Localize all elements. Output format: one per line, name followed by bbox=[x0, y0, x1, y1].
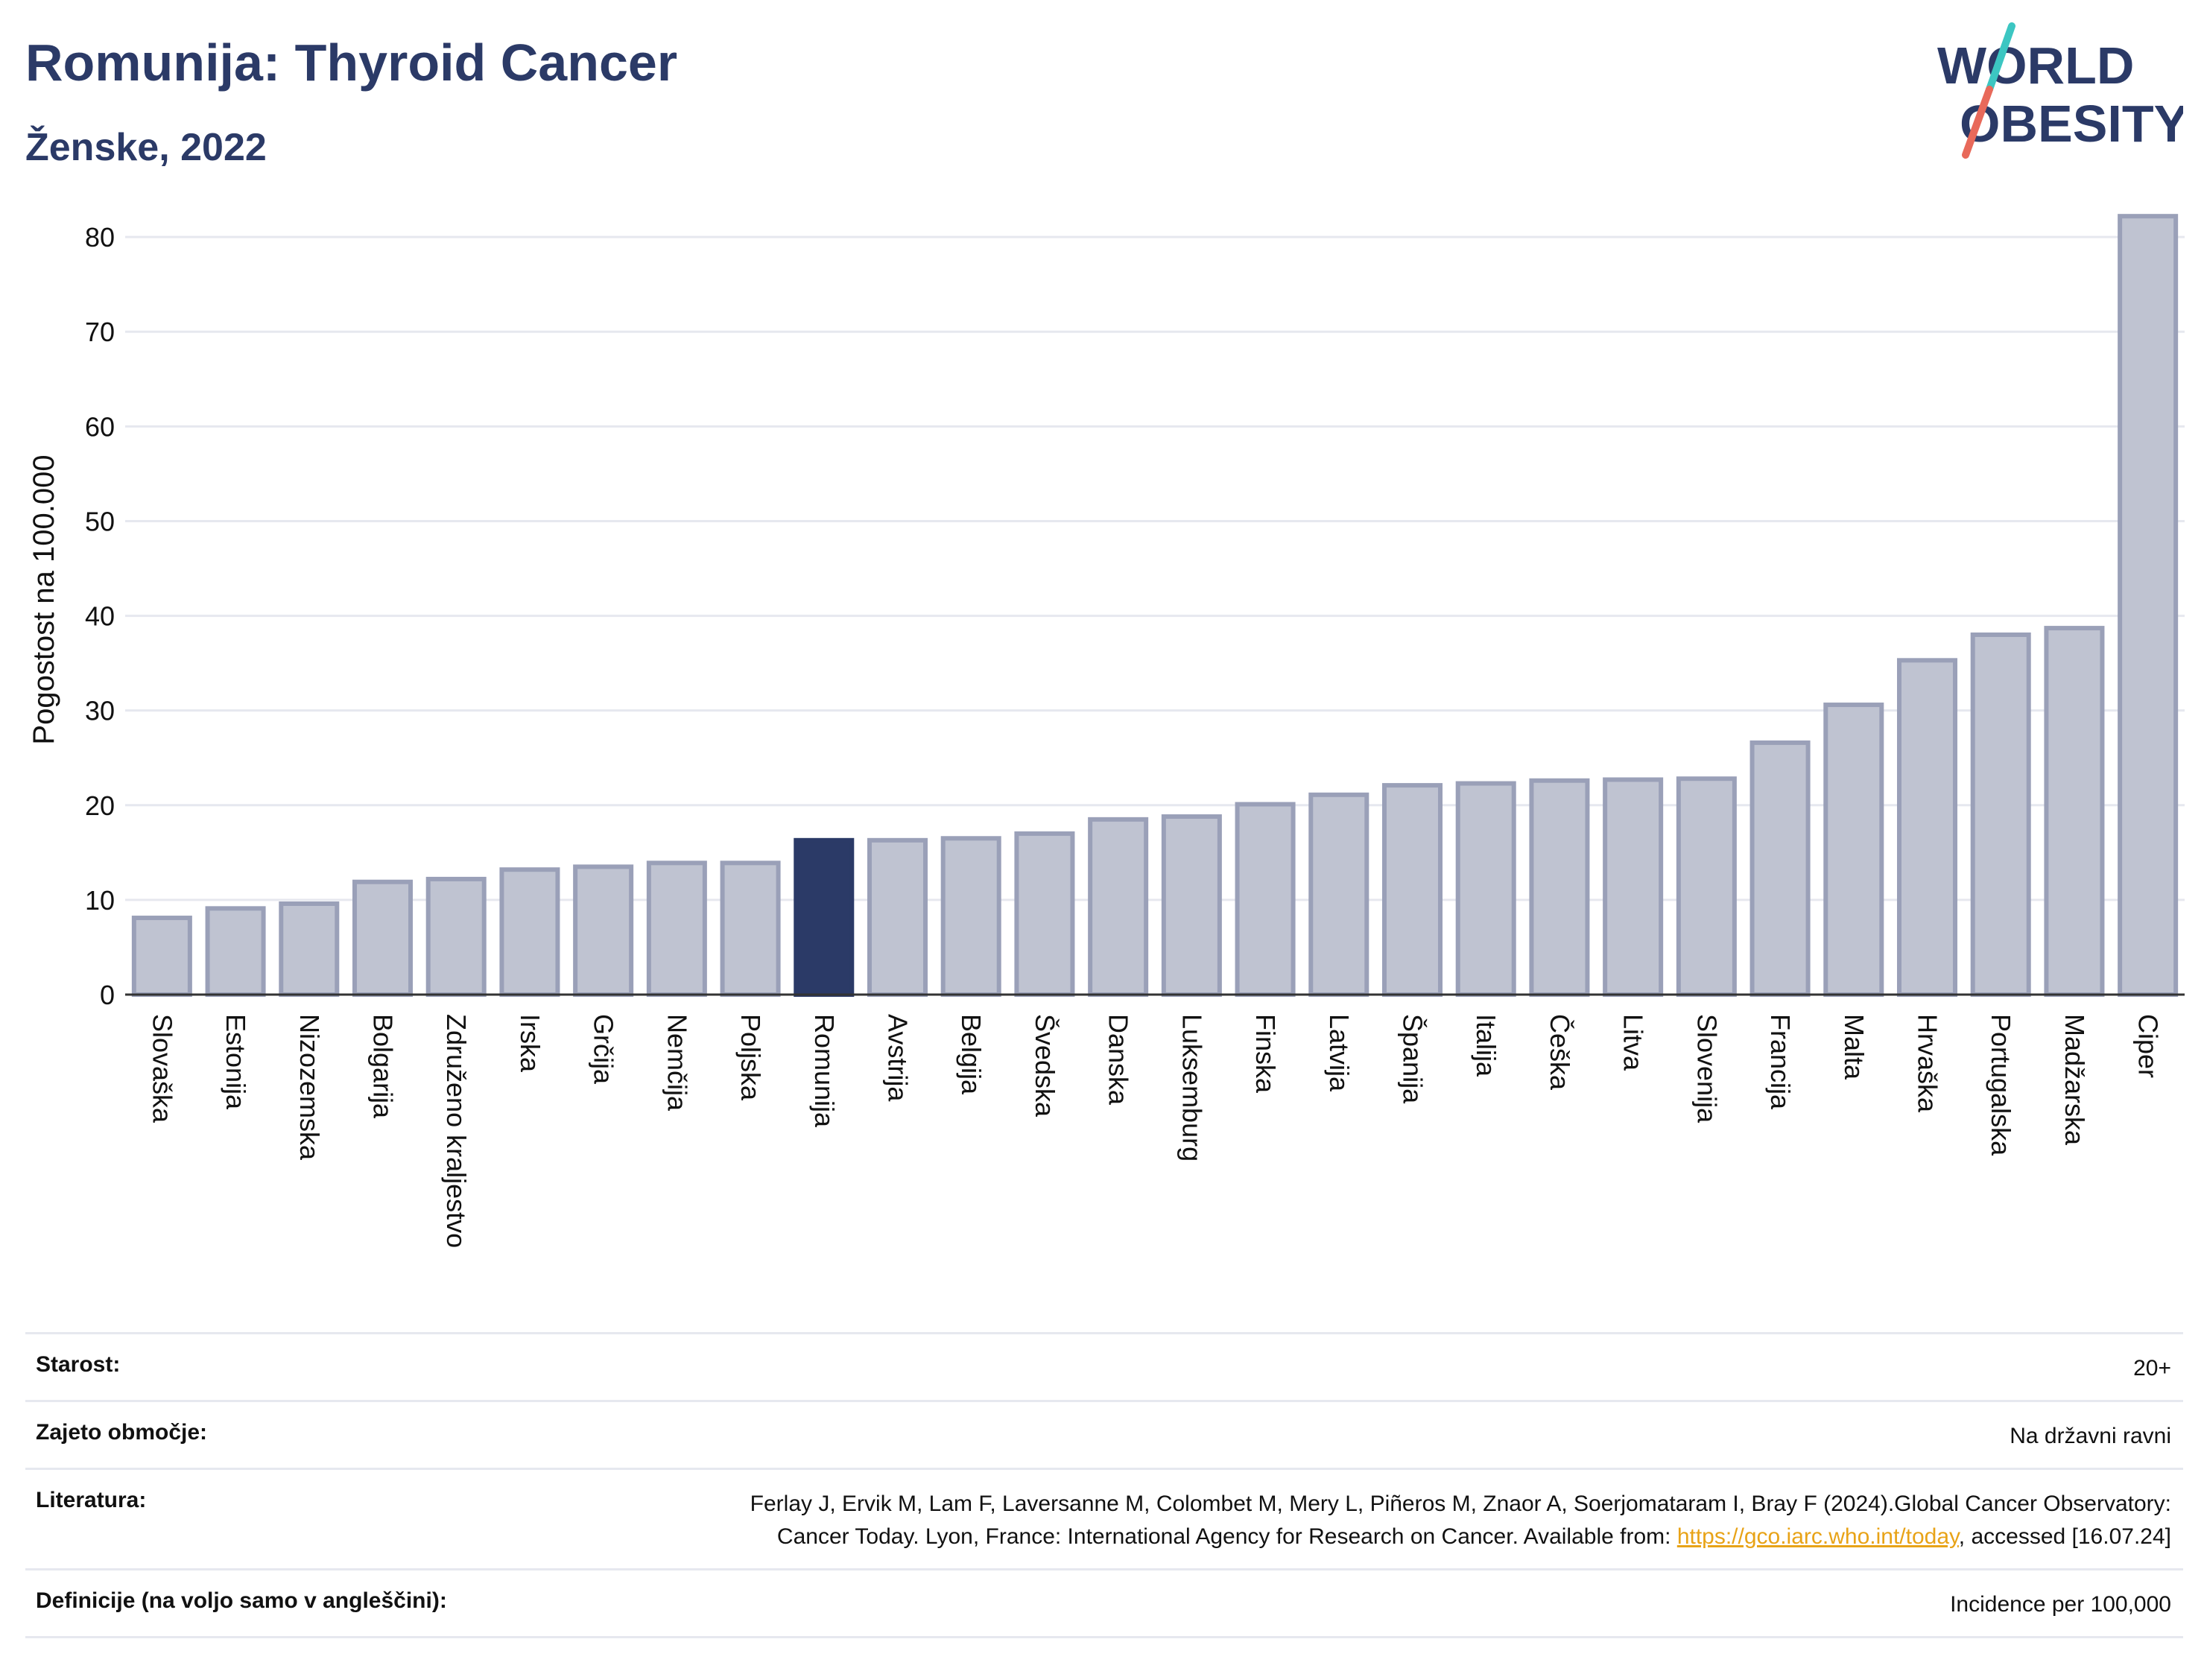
bar-2 bbox=[279, 901, 340, 998]
y-tick-label: 50 bbox=[85, 506, 115, 536]
meta-label: Zajeto območje: bbox=[36, 1420, 208, 1445]
y-tick-label: 40 bbox=[85, 601, 115, 632]
x-tick-label: Irska bbox=[515, 1014, 545, 1073]
bar-10 bbox=[867, 837, 928, 997]
bar-3 bbox=[352, 879, 414, 997]
x-tick-label: Češka bbox=[1545, 1014, 1575, 1091]
literature-text-end: , accessed [16.07.24] bbox=[1958, 1524, 2171, 1549]
x-tick-label: Avstrija bbox=[883, 1014, 913, 1102]
x-axis: Slovaška Estonija Nizozemska Bolgarija Združ… bbox=[125, 993, 2185, 1248]
bar-8 bbox=[720, 860, 781, 998]
meta-label: Literatura: bbox=[36, 1488, 147, 1512]
x-tick-label: Ciper bbox=[2133, 1014, 2164, 1078]
y-tick-label: 10 bbox=[85, 885, 115, 916]
bar-1 bbox=[205, 906, 266, 997]
meta-value: 20+ bbox=[2133, 1356, 2171, 1381]
bar-17 bbox=[1381, 783, 1443, 997]
bar-21 bbox=[1676, 776, 1737, 997]
bar-6 bbox=[573, 864, 634, 997]
bar-20 bbox=[1603, 777, 1664, 997]
meta-value: Incidence per 100,000 bbox=[1950, 1592, 2171, 1617]
x-tick-label: Francija bbox=[1765, 1014, 1796, 1110]
x-tick-label: Luksemburg bbox=[1177, 1014, 1207, 1161]
x-tick-label: Slovenija bbox=[1691, 1014, 1722, 1123]
bar-24 bbox=[1896, 658, 1958, 998]
chart-title: Romunija: Thyroid Cancer bbox=[25, 34, 678, 92]
bar-27 bbox=[2118, 214, 2179, 997]
bar-12 bbox=[1014, 831, 1075, 997]
y-tick-label: 80 bbox=[85, 222, 115, 253]
x-tick-label: Malta bbox=[1839, 1014, 1869, 1080]
literature-text: Ferlay J, Ervik M, Lam F, Laversanne M, … bbox=[750, 1492, 2171, 1549]
x-tick-label: Portugalska bbox=[1986, 1014, 2016, 1156]
x-tick-label: Švedska bbox=[1030, 1014, 1060, 1118]
source-link[interactable]: https://gco.iarc.who.int/today bbox=[1676, 1524, 1959, 1549]
x-tick-label: Belgija bbox=[956, 1014, 987, 1095]
x-tick-label: Italija bbox=[1471, 1014, 1501, 1077]
metadata-table: Starost: 20+ Zajeto območje: Na državni … bbox=[25, 1332, 2183, 1638]
y-tick-label: 0 bbox=[100, 980, 115, 1010]
x-tick-label: Litva bbox=[1618, 1014, 1649, 1071]
bar-13 bbox=[1088, 817, 1149, 997]
y-tick-label: 60 bbox=[85, 411, 115, 442]
x-tick-label: Danska bbox=[1103, 1014, 1134, 1106]
bar-18 bbox=[1455, 781, 1516, 998]
bar-19 bbox=[1529, 778, 1590, 998]
bar-25 bbox=[1970, 632, 2031, 998]
bar-4 bbox=[425, 876, 487, 998]
logo-slash-top bbox=[1986, 22, 2015, 93]
x-tick-label: Bolgarija bbox=[368, 1014, 399, 1119]
bar-16 bbox=[1308, 792, 1369, 997]
x-tick-label: Poljska bbox=[735, 1014, 766, 1101]
x-tick-label: Slovaška bbox=[147, 1014, 177, 1123]
bar-layer bbox=[131, 214, 2179, 998]
meta-row-age: Starost: 20+ bbox=[25, 1332, 2183, 1400]
x-tick-label: Estonija bbox=[221, 1014, 251, 1110]
y-axis-label: Pogostost na 100.000 bbox=[28, 454, 60, 744]
x-tick-label: Španija bbox=[1398, 1014, 1428, 1104]
bar-15 bbox=[1235, 802, 1296, 998]
logo-line1: WORLD bbox=[1937, 37, 2134, 95]
x-tick-label: Grčija bbox=[589, 1014, 619, 1085]
bar-22 bbox=[1749, 740, 1811, 997]
y-tick-label: 20 bbox=[85, 790, 115, 821]
x-tick-label: Združeno kraljestvo bbox=[441, 1014, 472, 1248]
bar-7 bbox=[646, 860, 707, 998]
bar-0 bbox=[131, 916, 192, 997]
x-tick-label: Romunija bbox=[809, 1014, 840, 1128]
meta-label: Definicije (na voljo samo v angleščini): bbox=[36, 1588, 447, 1613]
bar-26 bbox=[2044, 626, 2105, 997]
logo-line2: OBESITY bbox=[1960, 95, 2183, 153]
chart-subtitle: Ženske, 2022 bbox=[25, 126, 267, 169]
meta-value-literature: Ferlay J, Ervik M, Lam F, Laversanne M, … bbox=[681, 1488, 2183, 1553]
x-tick-label: Finska bbox=[1250, 1014, 1281, 1094]
bar-14 bbox=[1161, 814, 1222, 997]
world-obesity-logo: WORLD OBESITY bbox=[1937, 22, 2183, 159]
y-axis: 0 10 20 30 40 50 60 70 80 bbox=[85, 222, 115, 1010]
x-tick-label: Latvija bbox=[1324, 1014, 1355, 1092]
bar-5 bbox=[499, 867, 560, 998]
x-tick-label: Nemčija bbox=[662, 1014, 692, 1112]
meta-value: Na državni ravni bbox=[2010, 1424, 2171, 1448]
meta-label: Starost: bbox=[36, 1352, 121, 1377]
x-tick-label: Hrvaška bbox=[1913, 1014, 1943, 1113]
meta-row-coverage: Zajeto območje: Na državni ravni bbox=[25, 1400, 2183, 1468]
meta-row-literature: Literatura: Ferlay J, Ervik M, Lam F, La… bbox=[25, 1468, 2183, 1568]
y-tick-label: 30 bbox=[85, 696, 115, 726]
logo-slash-bottom bbox=[1962, 86, 1993, 159]
bar-23 bbox=[1823, 703, 1884, 998]
bar-9 bbox=[794, 837, 855, 997]
x-tick-label: Nizozemska bbox=[294, 1014, 325, 1161]
meta-row-definitions: Definicije (na voljo samo v angleščini):… bbox=[25, 1568, 2183, 1638]
y-tick-label: 70 bbox=[85, 317, 115, 347]
x-tick-label: Madžarska bbox=[2059, 1014, 2090, 1146]
bar-chart: 0 10 20 30 40 50 60 70 80 Slovaška Estonija Nizoze… bbox=[28, 214, 2185, 1248]
bar-11 bbox=[940, 836, 1001, 998]
